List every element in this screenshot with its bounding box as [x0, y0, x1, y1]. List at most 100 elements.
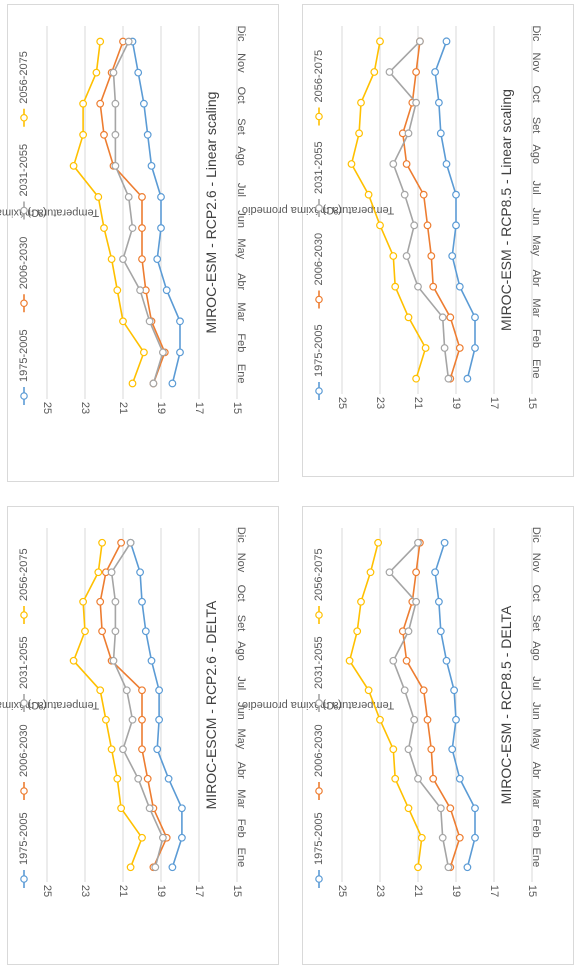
data-point — [100, 130, 108, 139]
legend-label: 2056-2075 — [313, 548, 325, 601]
data-point — [370, 68, 379, 76]
data-point — [94, 568, 103, 577]
x-tick-label: May — [530, 728, 542, 749]
data-point — [417, 833, 426, 842]
data-point — [119, 255, 127, 264]
data-point — [366, 568, 375, 577]
y-tick-label: 25 — [41, 402, 53, 414]
series-2056-2075 — [69, 37, 148, 388]
series-line — [350, 41, 427, 379]
data-point — [153, 745, 162, 754]
data-point — [376, 221, 384, 230]
data-point — [141, 627, 150, 636]
y-tick-label: 17 — [193, 885, 205, 897]
data-point — [423, 715, 432, 724]
x-tick-label: Nov — [530, 553, 542, 573]
x-tick-label: Ago — [530, 641, 542, 661]
x-tick-label: May — [235, 238, 247, 259]
legend-marker — [315, 611, 323, 619]
data-point — [69, 656, 78, 665]
y-tick-label: 21 — [117, 402, 129, 414]
data-point — [101, 715, 110, 724]
series-line — [129, 542, 183, 868]
data-point — [111, 597, 120, 606]
data-point — [145, 804, 154, 813]
series-1975-2005 — [128, 37, 184, 388]
chart-title: MIROC-ESCM - RCP2.6 - DELTA — [203, 600, 219, 809]
data-point — [126, 863, 135, 872]
data-point — [81, 627, 89, 636]
y-tick-label: 21 — [117, 885, 129, 897]
legend-label: 2031-2055 — [313, 141, 325, 194]
data-point — [448, 745, 457, 754]
x-tick-label: Ago — [235, 641, 247, 661]
data-point — [96, 597, 105, 606]
data-point — [176, 317, 184, 326]
series-line — [72, 542, 143, 868]
data-point — [162, 286, 171, 295]
data-point — [134, 68, 143, 77]
series-2006-2030 — [96, 538, 171, 872]
series-line — [434, 41, 476, 379]
data-point — [126, 538, 135, 547]
y-tick-label: 15 — [231, 885, 243, 897]
legend: 1975-2005 2006-2030 2031-2055 2056-2075 — [18, 548, 30, 888]
data-point — [122, 686, 131, 695]
series-line — [348, 542, 423, 868]
x-tick-label: Oct — [530, 585, 542, 602]
y-tick-label: 19 — [450, 397, 462, 409]
data-point — [177, 804, 186, 813]
x-tick-label: Jul — [235, 676, 247, 690]
chart-panel-3: 15 17 19 21 23 25 Ene Feb Mar Abr May Jun Jul Ago Set O… — [242, 506, 574, 965]
x-tick-label: Nov — [235, 53, 247, 73]
data-point — [435, 597, 443, 606]
data-point — [119, 317, 127, 326]
series-line — [401, 41, 461, 379]
y-tick-label: 17 — [488, 397, 500, 409]
series-line — [72, 41, 145, 384]
data-point — [414, 538, 422, 547]
x-tick-label: Ene — [235, 848, 247, 868]
data-point — [450, 686, 459, 695]
data-point — [431, 568, 440, 577]
data-point — [455, 344, 464, 352]
data-point — [96, 99, 105, 108]
data-point — [96, 37, 105, 46]
y-tick-label: 21 — [412, 885, 424, 897]
data-point — [138, 193, 146, 201]
series-line — [388, 40, 450, 379]
legend-item: 2031-2055 — [313, 636, 325, 712]
x-tick-label: May — [235, 728, 247, 749]
chart-panel-4: 15 17 19 21 23 25 Ene Feb Mar Abr May Jun Jul Ago Set O… — [242, 4, 574, 477]
legend-item: 2006-2030 — [18, 724, 30, 800]
legend-label: 2006-2030 — [18, 724, 30, 777]
legend-label: 1975-2005 — [313, 324, 325, 377]
data-point — [389, 656, 398, 665]
series-2056-2075 — [347, 37, 430, 383]
y-tick-label: 25 — [336, 397, 348, 409]
legend-label: 1975-2005 — [18, 812, 30, 865]
legend-label: 1975-2005 — [18, 329, 30, 382]
data-point — [419, 190, 428, 199]
y-axis-label: Temperatura máxima promedio — [0, 207, 99, 219]
data-point — [410, 221, 419, 230]
x-tick-label: Ene — [235, 364, 247, 384]
data-point — [455, 774, 464, 783]
data-point — [471, 344, 479, 352]
data-point — [444, 374, 453, 383]
chart-border — [302, 4, 574, 477]
data-point — [136, 568, 145, 577]
data-point — [124, 37, 133, 46]
data-point — [463, 863, 472, 872]
x-tick-label: Mar — [530, 298, 542, 317]
legend-marker — [315, 295, 323, 304]
legend-label: 2006-2030 — [18, 237, 30, 290]
data-point — [440, 538, 449, 547]
x-tick-label: Jul — [235, 183, 247, 197]
data-point — [410, 715, 419, 724]
data-point — [143, 130, 152, 139]
data-point — [128, 379, 137, 388]
data-point — [404, 129, 413, 138]
data-point — [435, 98, 443, 107]
